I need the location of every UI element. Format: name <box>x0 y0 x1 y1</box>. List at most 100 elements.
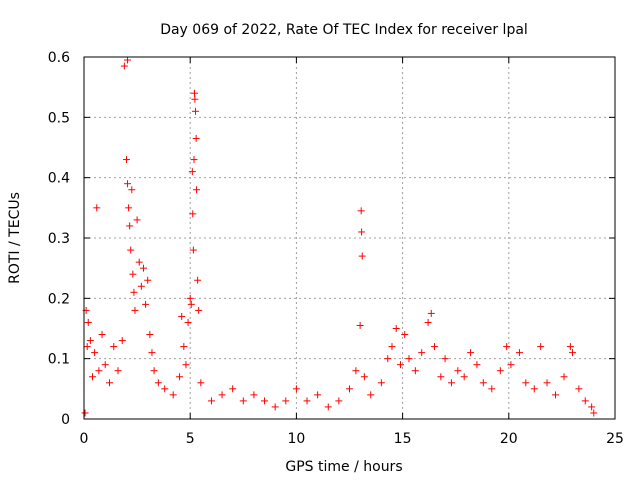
data-point <box>124 180 132 188</box>
x-axis-label: GPS time / hours <box>285 459 402 475</box>
data-point <box>161 385 169 393</box>
data-point <box>218 391 226 399</box>
data-point <box>467 349 475 357</box>
data-point <box>135 258 143 266</box>
data-point <box>569 349 577 357</box>
data-point <box>530 385 538 393</box>
data-point <box>194 276 202 284</box>
data-point <box>84 318 92 326</box>
x-tick-label: 20 <box>500 431 518 447</box>
data-point <box>169 391 177 399</box>
y-tick-label: 0.6 <box>48 50 70 66</box>
data-point <box>496 367 504 375</box>
data-point <box>575 385 583 393</box>
y-tick-label: 0.1 <box>48 352 70 368</box>
data-point <box>150 367 158 375</box>
data-point <box>515 349 523 357</box>
data-point <box>188 168 196 176</box>
data-point <box>460 373 468 381</box>
data-point <box>191 95 199 103</box>
y-axis-label: ROTI / TECUs <box>7 192 23 284</box>
y-tick-label: 0.2 <box>48 291 70 307</box>
data-point <box>261 397 269 405</box>
data-point <box>314 391 322 399</box>
data-point <box>122 156 130 164</box>
data-point <box>335 397 343 405</box>
x-tick-label: 10 <box>287 431 305 447</box>
data-point <box>189 210 197 218</box>
data-point <box>552 391 560 399</box>
data-point <box>401 331 409 339</box>
data-point <box>182 361 190 369</box>
x-tick-label: 25 <box>606 431 624 447</box>
data-point <box>357 207 365 215</box>
data-point <box>488 385 496 393</box>
chart-title: Day 069 of 2022, Rate Of TEC Index for r… <box>160 22 528 38</box>
data-point <box>282 397 290 405</box>
data-point <box>101 361 109 369</box>
data-point <box>590 409 598 417</box>
data-point <box>479 379 487 387</box>
data-point <box>146 331 154 339</box>
data-point <box>367 391 375 399</box>
data-point <box>83 343 91 351</box>
data-point <box>437 373 445 381</box>
data-point <box>126 222 134 230</box>
data-point <box>503 343 511 351</box>
data-point <box>560 373 568 381</box>
data-point <box>148 349 156 357</box>
data-point <box>129 270 137 278</box>
data-point <box>189 246 197 254</box>
data-point <box>447 379 455 387</box>
data-point <box>358 252 366 260</box>
data-point <box>537 343 545 351</box>
y-tick-label: 0 <box>61 412 70 428</box>
data-point <box>543 379 551 387</box>
data-point <box>187 300 195 308</box>
data-point <box>95 367 103 375</box>
x-tick-label: 5 <box>186 431 195 447</box>
data-point <box>186 294 194 302</box>
data-point <box>384 355 392 363</box>
data-point <box>346 385 353 393</box>
data-point <box>81 409 89 417</box>
data-point <box>133 216 141 224</box>
data-point <box>180 343 188 351</box>
x-tick-label: 0 <box>80 431 89 447</box>
data-point <box>581 397 589 405</box>
data-point <box>176 373 184 381</box>
data-point <box>388 343 396 351</box>
data-point <box>239 397 247 405</box>
data-point <box>88 373 96 381</box>
data-point <box>356 321 364 329</box>
data-point <box>324 403 332 411</box>
data-point <box>207 397 215 405</box>
data-point <box>441 355 449 363</box>
data-point <box>144 276 152 284</box>
data-point <box>411 367 419 375</box>
data-point <box>193 186 201 194</box>
data-point <box>392 325 400 332</box>
data-point <box>178 312 186 320</box>
data-point <box>360 373 368 381</box>
data-point <box>105 379 113 387</box>
data-point <box>142 300 150 308</box>
data-point <box>507 361 515 369</box>
data-point <box>86 337 94 345</box>
data-point <box>195 306 203 314</box>
data-point <box>93 204 101 212</box>
data-point <box>473 361 481 369</box>
data-point <box>139 264 147 272</box>
grid-lines <box>84 57 615 419</box>
data-point <box>427 309 435 317</box>
data-point <box>184 318 192 326</box>
axis-ticks: 0 5 10 15 20 25 0 0.1 0.2 0.3 0.4 0.5 0.6 <box>48 50 624 447</box>
data-point <box>131 306 139 314</box>
data-point <box>120 62 128 70</box>
data-point <box>424 318 432 326</box>
data-point <box>352 367 360 375</box>
plot-frame <box>83 56 616 420</box>
data-point <box>588 403 596 411</box>
y-tick-label: 0.5 <box>48 110 70 126</box>
